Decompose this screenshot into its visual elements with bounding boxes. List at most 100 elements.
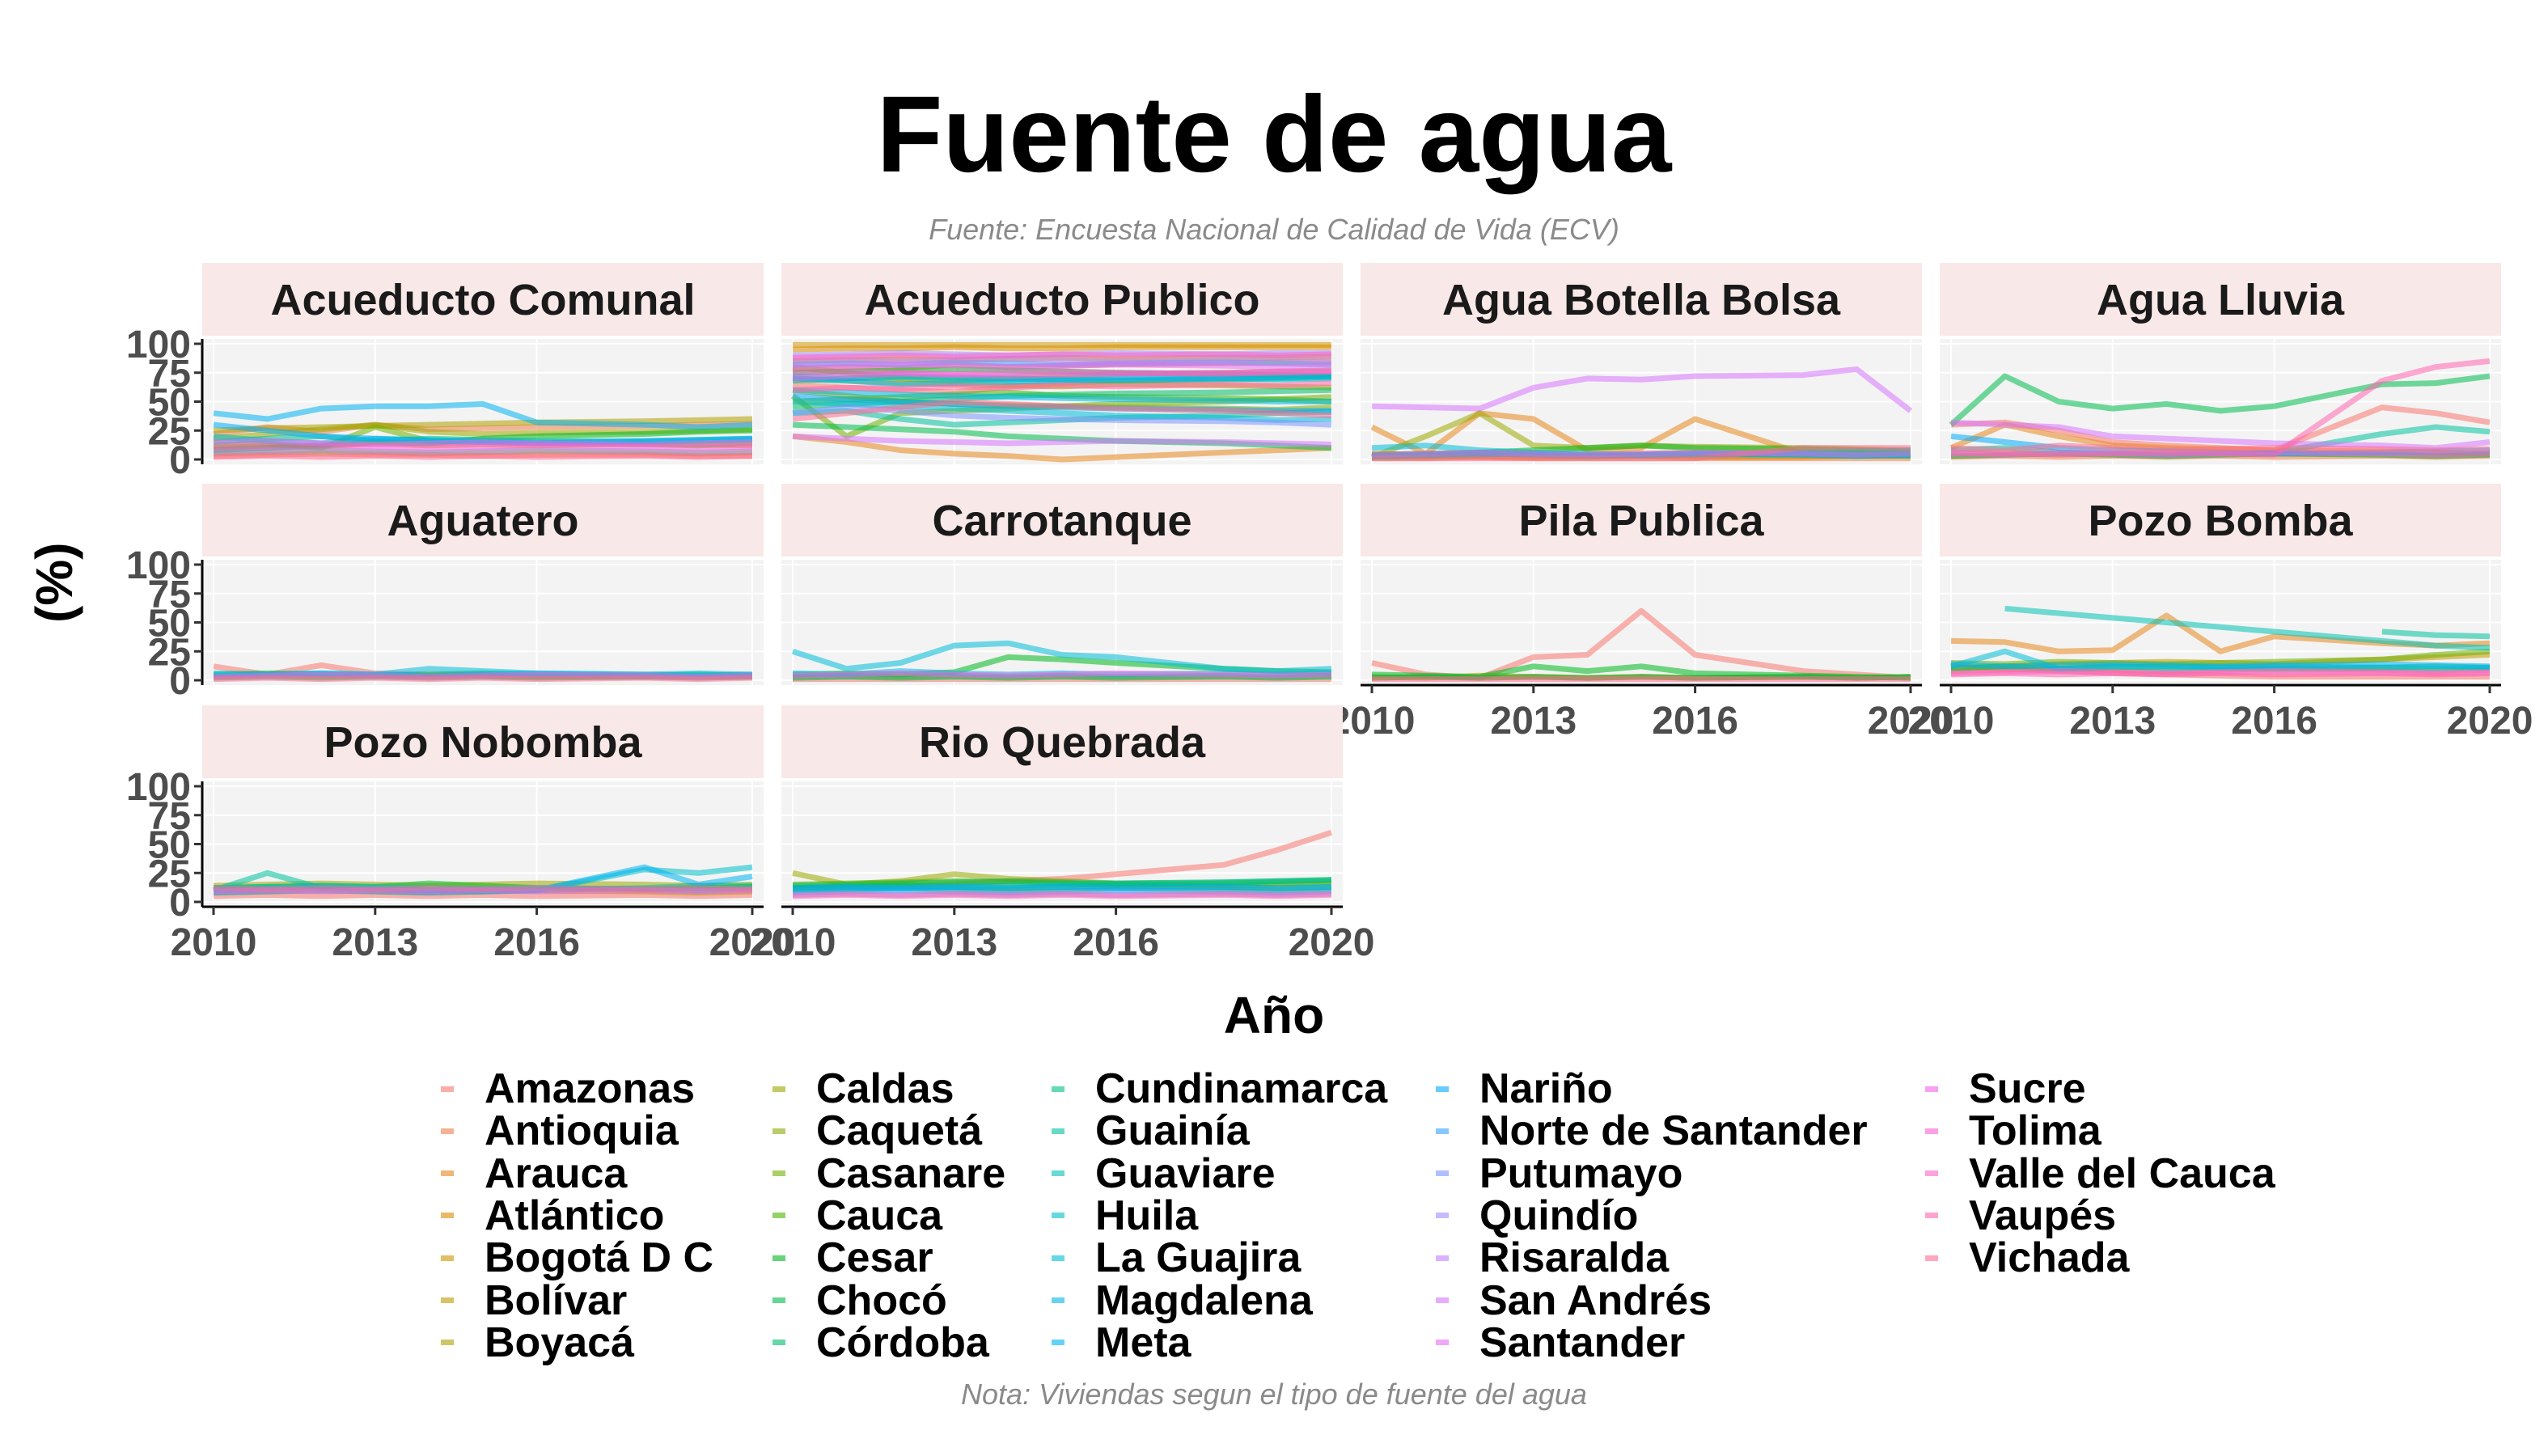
legend-label: Guainía <box>1095 1107 1250 1155</box>
series-line-vichada <box>1372 445 1911 462</box>
x-tick-label: 2013 <box>332 921 418 964</box>
legend-item: Bolívar <box>441 1277 627 1324</box>
panel-title: Acueducto Comunal <box>270 276 695 324</box>
legend-item: Antioquia <box>441 1107 679 1155</box>
y-tick-label: 50 <box>148 603 191 645</box>
series-line-sucre <box>1371 449 1911 458</box>
legend-label: Cesar <box>816 1234 933 1282</box>
panel-strip <box>202 705 764 778</box>
legend-item: Arauca <box>441 1150 627 1197</box>
series-line-risaralda <box>792 356 1332 364</box>
legend-key <box>1052 1255 1064 1261</box>
panel-strip <box>781 705 1343 778</box>
panel-title: Rio Quebrada <box>919 718 1206 767</box>
legend-label: Chocó <box>816 1276 947 1324</box>
panel-agua-botella-bolsa: Agua Botella Bolsa <box>1361 263 1922 464</box>
legend-item: Norte de Santander <box>1436 1107 1868 1155</box>
legend-label: Putumayo <box>1479 1149 1683 1197</box>
legend-item: Putumayo <box>1436 1150 1682 1197</box>
legend-label: Antioquia <box>485 1107 679 1155</box>
legend-label: Arauca <box>485 1149 628 1197</box>
legend-item: Cesar <box>772 1234 933 1282</box>
legend-key <box>1436 1086 1449 1092</box>
legend-key <box>1925 1128 1938 1134</box>
x-tick-label: 2013 <box>1490 700 1577 743</box>
series-line-tolima <box>792 368 1332 377</box>
legend-label: Amazonas <box>485 1065 696 1112</box>
legend-item: Nariño <box>1436 1065 1613 1112</box>
legend-item: Magdalena <box>1052 1277 1313 1324</box>
panel-pila-publica: Pila Publica 2010 2013 2016 2020 <box>1329 484 1954 743</box>
y-tick-label: 100 <box>126 324 191 366</box>
legend-key <box>1436 1297 1449 1303</box>
legend-key <box>441 1297 454 1303</box>
chart-subtitle: Fuente: Encuesta Nacional de Calidad de … <box>929 213 1619 246</box>
series-line-vichada <box>213 885 753 892</box>
panel-title: Agua Botella Bolsa <box>1442 276 1841 324</box>
panel-pozo-bomba: Pozo Bomba 2010 2013 2016 2020 <box>1908 484 2533 743</box>
legend-key <box>441 1340 454 1346</box>
legend-key <box>441 1086 454 1092</box>
series-line-la-guajira <box>792 399 1332 423</box>
legend-key <box>1052 1213 1064 1219</box>
legend-label: Caquetá <box>816 1107 983 1155</box>
chart-caption: Nota: Viviendas segun el tipo de fuente … <box>961 1378 1587 1411</box>
legend-label: Cauca <box>816 1191 943 1239</box>
legend-label: Valle del Cauca <box>1969 1149 2275 1197</box>
x-tick-label: 2016 <box>493 921 580 964</box>
x-tick-label: 2020 <box>709 921 796 964</box>
series-line-vaupés <box>1950 670 2491 678</box>
legend-label: Atlántico <box>485 1191 665 1239</box>
legend-key <box>1052 1340 1064 1346</box>
legend-key <box>441 1170 454 1177</box>
panel-title: Pozo Bomba <box>2088 497 2353 545</box>
legend-label: Norte de Santander <box>1479 1107 1868 1155</box>
legend-label: Vichada <box>1969 1234 2130 1282</box>
x-tick-label: 2010 <box>171 921 257 964</box>
legend-item: Guaviare <box>1052 1150 1276 1197</box>
y-axis-label: (%) <box>25 542 83 623</box>
legend-key <box>772 1086 785 1092</box>
panel-rio-quebrada: Rio Quebrada 2010 2013 2016 2020 <box>750 705 1374 964</box>
x-tick-label: 2013 <box>2069 700 2156 743</box>
legend-key <box>1052 1297 1064 1303</box>
series-line-san-andrés <box>1950 419 2491 451</box>
series-line-vichada <box>792 399 1332 422</box>
series-line-vaupés <box>1950 358 2491 458</box>
panel-strip <box>202 263 764 336</box>
x-tick-label: 2020 <box>1868 700 1954 743</box>
legend-item: Cundinamarca <box>1052 1065 1387 1112</box>
series-line-santander <box>213 438 753 447</box>
y-tick-label: 0 <box>169 660 191 703</box>
legend-key <box>772 1255 785 1261</box>
x-tick-label: 2016 <box>2231 700 2317 743</box>
panel-strip <box>202 484 764 557</box>
x-tick-label: 2010 <box>1908 700 1995 743</box>
legend-item: Cauca <box>772 1192 942 1239</box>
legend-item: Chocó <box>772 1277 947 1324</box>
panel-carrotanque: Carrotanque <box>781 484 1343 685</box>
legend-label: Casanare <box>816 1149 1006 1197</box>
legend-label: Risaralda <box>1479 1234 1670 1282</box>
legend-item: Risaralda <box>1436 1234 1670 1282</box>
legend-key <box>1052 1128 1064 1134</box>
legend-key <box>1436 1128 1449 1134</box>
legend-label: Sucre <box>1969 1065 2086 1112</box>
legend-key <box>1052 1170 1064 1177</box>
legend-label: Nariño <box>1479 1065 1613 1112</box>
panel-strip <box>1940 484 2501 557</box>
series-line-santander <box>792 362 1332 370</box>
legend-key <box>1925 1213 1938 1219</box>
series-line-vichada <box>213 453 753 460</box>
series-line-sucre <box>792 670 1332 679</box>
panel-agua-lluvia: Agua Lluvia <box>1940 263 2501 464</box>
legend-label: Boyacá <box>485 1318 634 1366</box>
x-tick-label: 2013 <box>911 921 997 964</box>
series-line-quindío <box>213 447 753 455</box>
legend-label: Vaupés <box>1969 1191 2117 1239</box>
y-tick-label: 75 <box>148 574 191 616</box>
y-tick-label: 50 <box>148 824 191 867</box>
y-tick-label: 25 <box>148 853 191 895</box>
y-tick-label: 25 <box>148 410 191 453</box>
